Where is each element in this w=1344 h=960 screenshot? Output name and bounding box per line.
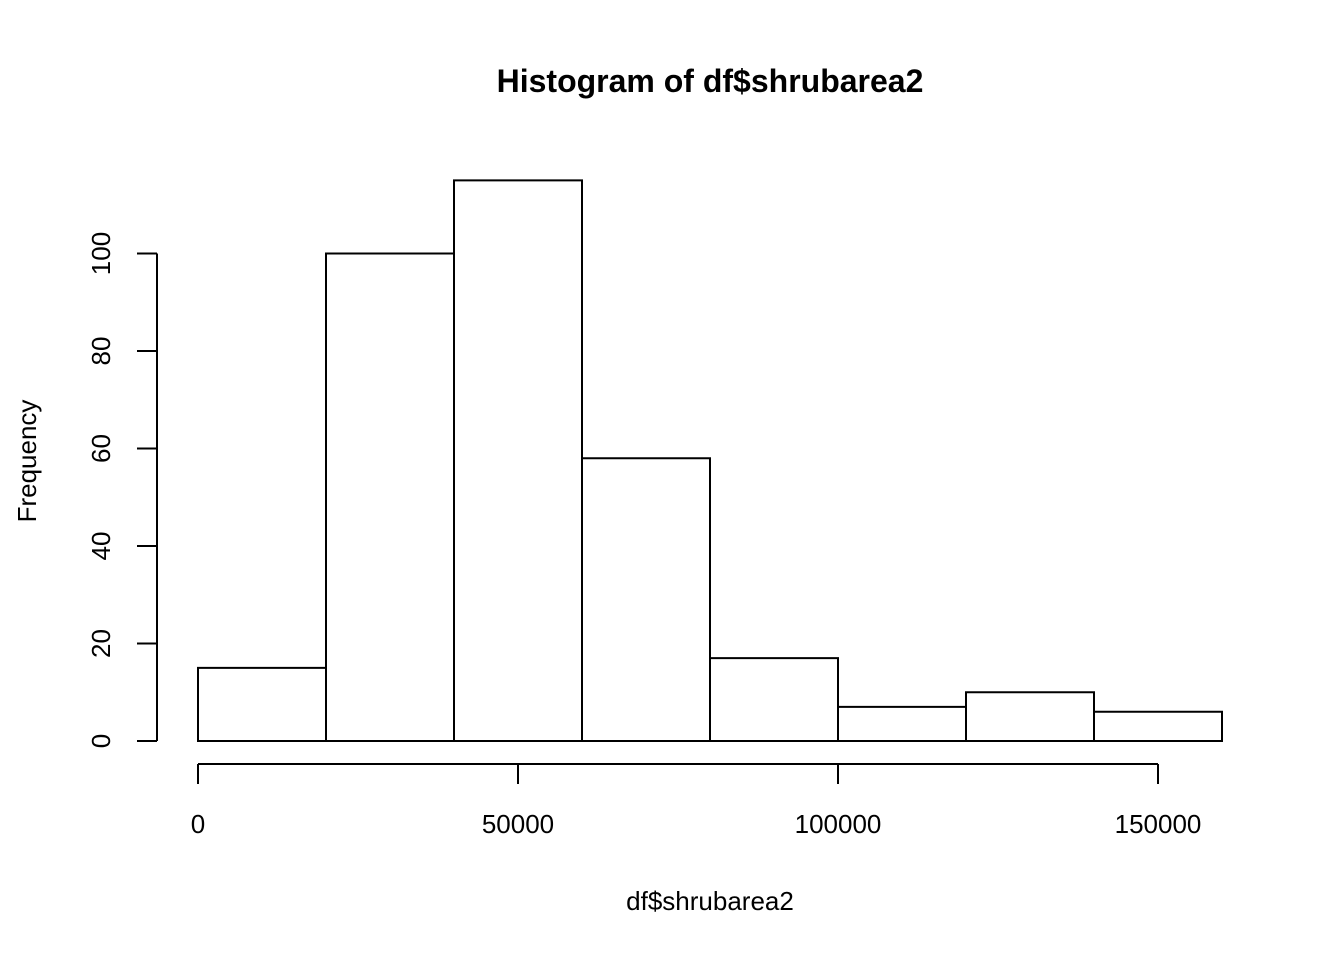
x-tick-label: 0: [191, 809, 205, 839]
y-tick-label: 20: [86, 629, 116, 658]
y-tick-label: 60: [86, 434, 116, 463]
histogram-bar-3: [453, 179, 583, 742]
x-tick-label: 50000: [482, 809, 554, 839]
y-axis: 0 20 40 60 80 100: [86, 232, 158, 748]
x-axis-label: df$shrubarea2: [626, 886, 794, 916]
histogram-bar-5: [709, 657, 839, 742]
histogram-bar-8: [1093, 710, 1223, 742]
histogram-bar-2: [325, 252, 455, 742]
histogram-bar-1: [197, 666, 327, 742]
y-axis-label: Frequency: [12, 400, 42, 523]
chart-title: Histogram of df$shrubarea2: [497, 63, 924, 99]
y-tick-label: 100: [86, 232, 116, 275]
histogram-bars: [197, 179, 1223, 742]
y-tick-label: 80: [86, 337, 116, 366]
x-axis: 0 50000 100000 150000: [191, 763, 1202, 839]
histogram-bar-6: [837, 705, 967, 742]
histogram-bar-7: [965, 691, 1095, 742]
histogram-bar-4: [581, 457, 711, 742]
y-tick-label: 0: [86, 734, 116, 748]
y-tick-label: 40: [86, 532, 116, 561]
x-tick-label: 100000: [795, 809, 882, 839]
x-tick-label: 150000: [1115, 809, 1202, 839]
